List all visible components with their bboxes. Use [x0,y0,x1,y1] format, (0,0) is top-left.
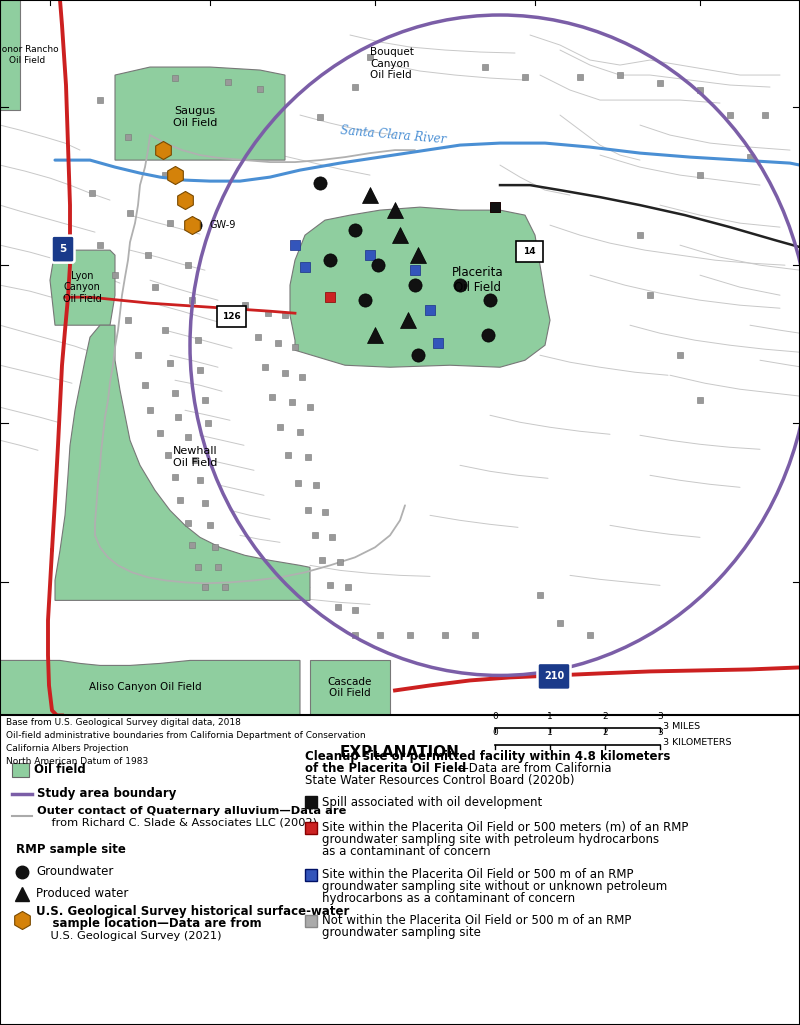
Text: Spill associated with oil development: Spill associated with oil development [322,796,542,809]
Polygon shape [310,660,390,715]
Text: Cascade
Oil Field: Cascade Oil Field [328,676,372,698]
Text: GW-9: GW-9 [210,220,236,231]
Text: as a contaminant of concern: as a contaminant of concern [322,846,490,858]
Text: 210: 210 [544,671,564,682]
Text: Lyon
Canyon
Oil Field: Lyon Canyon Oil Field [62,271,102,303]
Text: Newhall
Oil Field: Newhall Oil Field [173,447,218,468]
Text: Base from U.S. Geological Survey digital data, 2018
Oil-field administrative bou: Base from U.S. Geological Survey digital… [6,719,366,766]
Text: Santa Clara River: Santa Clara River [340,124,447,147]
Text: 3: 3 [657,712,663,722]
Bar [305,869,317,880]
Text: 14: 14 [522,247,535,255]
Text: groundwater sampling site with petroleum hydrocarbons: groundwater sampling site with petroleum… [322,833,659,847]
Text: Placerita
Oil Field: Placerita Oil Field [452,266,504,294]
Text: Honor Rancho
Oil Field: Honor Rancho Oil Field [0,45,59,65]
Text: of the Placerita Oil Field: of the Placerita Oil Field [305,762,466,775]
Text: Site within the Placerita Oil Field or 500 m of an RMP: Site within the Placerita Oil Field or 5… [322,868,634,882]
FancyBboxPatch shape [217,305,246,327]
Polygon shape [55,325,310,601]
Text: Oil field: Oil field [34,763,86,776]
Bar [305,822,317,833]
Polygon shape [0,660,300,715]
Text: Groundwater: Groundwater [36,865,114,878]
Text: 3: 3 [657,729,663,738]
Text: —Data are from California: —Data are from California [457,762,611,775]
Text: 2: 2 [602,712,608,722]
Text: groundwater sampling site: groundwater sampling site [322,927,481,939]
Bar [12,763,29,777]
Text: Study area boundary: Study area boundary [37,787,176,801]
Text: Not within the Placerita Oil Field or 500 m of an RMP: Not within the Placerita Oil Field or 50… [322,914,631,928]
Polygon shape [50,250,115,325]
Text: Produced water: Produced water [36,888,128,900]
Text: Saugus
Oil Field: Saugus Oil Field [173,107,217,128]
Bar [305,795,317,808]
Text: Outer contact of Quaternary alluvium—Data are: Outer contact of Quaternary alluvium—Dat… [37,806,346,816]
Text: 3 KILOMETERS: 3 KILOMETERS [663,738,731,747]
Polygon shape [0,0,20,110]
Text: groundwater sampling site without or unknown petroleum: groundwater sampling site without or unk… [322,880,667,893]
Text: 3 MILES: 3 MILES [663,722,700,731]
Polygon shape [115,67,285,160]
Text: hydrocarbons as a contaminant of concern: hydrocarbons as a contaminant of concern [322,893,575,905]
Text: 1: 1 [547,712,553,722]
Text: U.S. Geological Survey historical surface-water: U.S. Geological Survey historical surfac… [36,905,350,918]
Text: Site within the Placerita Oil Field or 500 meters (m) of an RMP: Site within the Placerita Oil Field or 5… [322,821,688,834]
Text: Cleanup site or permitted facility within 4.8 kilometers: Cleanup site or permitted facility withi… [305,750,670,763]
Text: Bouquet
Canyon
Oil Field: Bouquet Canyon Oil Field [370,47,414,80]
Text: 1: 1 [547,729,553,738]
Text: RMP sample site: RMP sample site [16,844,126,856]
Text: sample location—Data are from: sample location—Data are from [36,917,262,931]
Text: Aliso Canyon Oil Field: Aliso Canyon Oil Field [89,683,202,693]
Text: 2: 2 [602,729,608,738]
Text: U.S. Geological Survey (2021): U.S. Geological Survey (2021) [36,931,222,941]
Text: from Richard C. Slade & Associates LLC (2002): from Richard C. Slade & Associates LLC (… [37,818,317,827]
Text: 126: 126 [222,312,240,321]
Polygon shape [290,207,550,367]
Bar [305,914,317,927]
Text: 0: 0 [492,729,498,738]
FancyBboxPatch shape [538,663,570,690]
Text: State Water Resources Control Board (2020b): State Water Resources Control Board (202… [305,774,574,787]
FancyBboxPatch shape [51,236,74,262]
Text: EXPLANATION: EXPLANATION [340,745,460,760]
Text: 5: 5 [59,244,66,254]
Text: 0: 0 [492,712,498,722]
FancyBboxPatch shape [515,241,542,261]
